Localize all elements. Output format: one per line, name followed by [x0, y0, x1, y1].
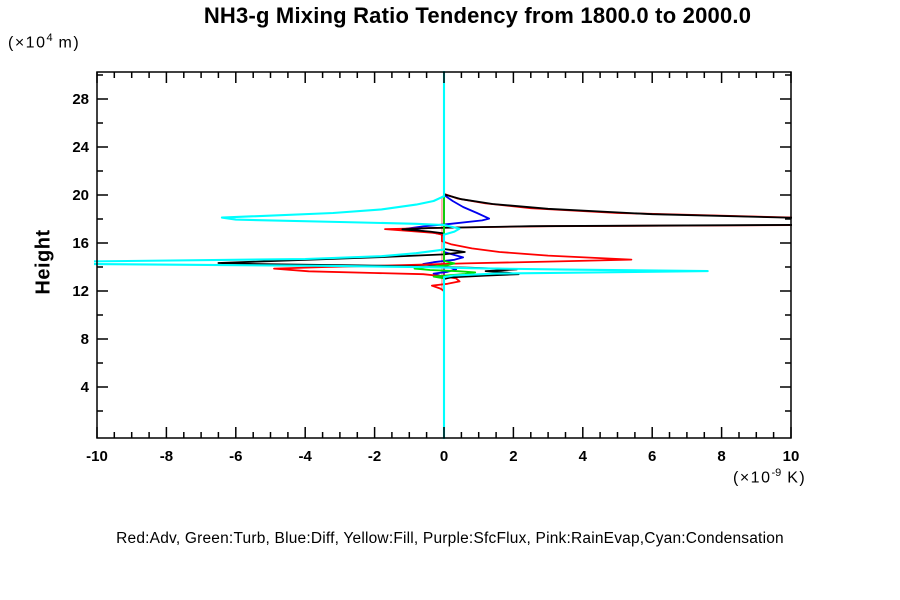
- x-tick-label: -2: [368, 448, 381, 465]
- y-unit-prefix: (×10: [8, 34, 47, 52]
- x-tick-label: 6: [648, 448, 656, 465]
- y-tick-label: 12: [72, 283, 89, 300]
- legend-text: Red:Adv, Green:Turb, Blue:Diff, Yellow:F…: [116, 530, 784, 547]
- series-curves: [94, 71, 792, 439]
- y-tick-label: 24: [72, 139, 89, 156]
- series-black-line: [217, 71, 792, 439]
- y-tick-label: 28: [72, 91, 89, 108]
- y-tick-label: 16: [72, 235, 89, 252]
- x-tick-label: 2: [509, 448, 517, 465]
- axis-ticks: [96, 72, 792, 438]
- x-tick-label: 10: [783, 448, 800, 465]
- x-tick-label: 4: [579, 448, 588, 465]
- series-red-line: [273, 71, 792, 439]
- y-tick-label: 4: [81, 379, 90, 396]
- y-unit-suffix: m): [52, 34, 81, 52]
- x-tick-label: -10: [86, 448, 108, 465]
- y-tick-label: 20: [72, 187, 89, 204]
- series-cyan-line: [94, 71, 709, 439]
- x-tick-label: 0: [440, 448, 448, 465]
- x-axis-unit-label: (×10-9 K): [733, 467, 806, 487]
- x-unit-prefix: (×10: [733, 469, 772, 487]
- x-unit-suffix: K): [781, 469, 807, 487]
- x-tick-label: -4: [299, 448, 313, 465]
- x-unit-exponent: -9: [771, 467, 782, 479]
- series-green-line: [413, 71, 477, 439]
- x-tick-label: 8: [717, 448, 725, 465]
- y-tick-label: 8: [81, 331, 89, 348]
- y-axis-unit-label: (×104 m): [8, 32, 80, 52]
- x-tick-label: -6: [229, 448, 242, 465]
- chart-title: NH3-g Mixing Ratio Tendency from 1800.0 …: [203, 3, 752, 28]
- x-tick-label: -8: [160, 448, 173, 465]
- y-unit-exponent: 4: [46, 32, 53, 44]
